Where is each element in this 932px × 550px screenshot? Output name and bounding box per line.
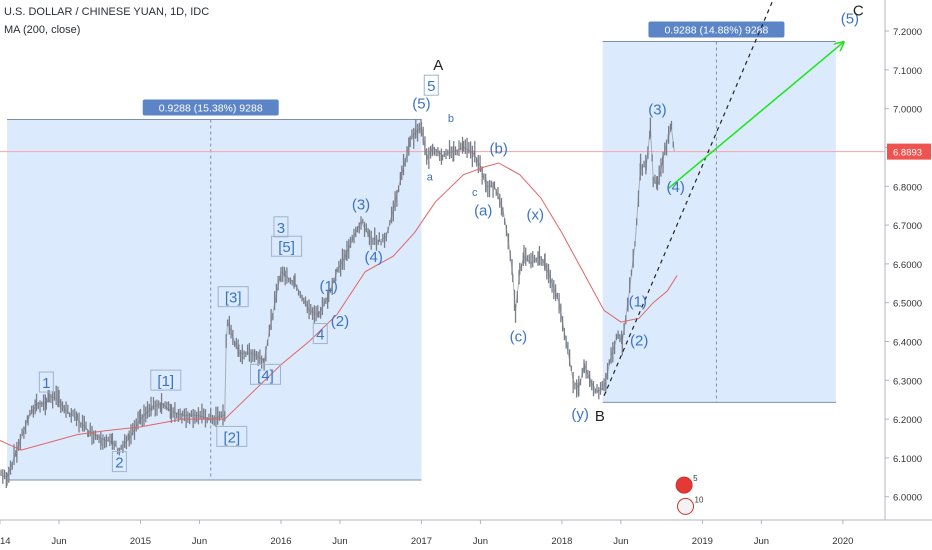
indicator-legend[interactable]: MA (200, close): [4, 24, 81, 36]
wave-label: (3): [352, 197, 370, 214]
wave-label: (5): [841, 10, 859, 27]
wave-label: (2): [630, 332, 648, 349]
x-tick-label: 2019: [692, 536, 713, 547]
event-marker-dot: [677, 497, 695, 515]
wave-label-box: [423, 74, 439, 96]
wave-label: 3: [277, 220, 285, 237]
y-tick-label: 7.0000: [893, 105, 922, 116]
x-tick-label: Jun: [473, 536, 488, 547]
wave-label: [4]: [257, 367, 274, 384]
wave-labels: 12[1][2][3][4]3[5](1)(2)4(3)(4)(5)5abc(b…: [38, 3, 864, 473]
wave-label: (y): [571, 406, 589, 423]
event-marker-count: 5: [693, 474, 698, 483]
wave-letter: B: [595, 408, 605, 425]
y-tick-label: 6.6000: [893, 260, 922, 271]
measure-label: 0.9288 (14.88%) 9288: [664, 25, 768, 37]
dashed-trendline: [603, 0, 774, 397]
wave-label: [1]: [157, 373, 174, 390]
wave-label-box: [273, 216, 289, 238]
wave-label: [2]: [223, 429, 240, 446]
wave-label: (3): [648, 101, 666, 118]
wave-label: c: [472, 187, 478, 199]
wave-label: (b): [490, 140, 508, 157]
event-marker-dot: [675, 476, 693, 494]
x-tick-label: 2017: [411, 536, 432, 547]
wave-label: (a): [474, 202, 492, 219]
x-tick-label: Jun: [613, 536, 628, 547]
y-tick-label: 6.8000: [893, 182, 922, 193]
x-tick-label: 2016: [270, 536, 291, 547]
measure-box-2: 0.9288 (14.88%) 9288: [602, 21, 836, 403]
x-tick-label: Jun: [332, 536, 347, 547]
y-tick-label: 6.4000: [893, 337, 922, 348]
event-marker-count: 10: [695, 495, 704, 504]
wave-label: (2): [331, 313, 349, 330]
measure-box-area: [602, 41, 836, 403]
y-tick-label: 7.1000: [893, 66, 922, 77]
measure-label-bg: [142, 99, 279, 116]
wave-label: (4): [364, 249, 382, 266]
wave-label: 4: [316, 327, 324, 344]
wave-label-box: [111, 451, 127, 473]
price-series-line: [0, 127, 675, 478]
wave-label-box: [250, 363, 281, 385]
event-marker-1: 5: [675, 474, 698, 494]
current-price-tag: [887, 143, 931, 160]
measure-box-area: [7, 119, 422, 481]
wave-label: (1): [320, 278, 338, 295]
x-tick-label: 2020: [832, 536, 853, 547]
y-tick-label: 6.7000: [893, 221, 922, 232]
wave-label: (5): [412, 96, 430, 113]
y-tick-label: 6.0000: [893, 493, 922, 504]
ma-200-line: [0, 162, 678, 451]
x-tick-label: 2015: [130, 536, 151, 547]
y-tick-label: 6.1000: [893, 454, 922, 465]
wave-label: (4): [667, 179, 685, 196]
wave-label: 1: [42, 375, 50, 392]
wave-label-box: [271, 235, 303, 257]
wave-letter: A: [433, 57, 443, 74]
y-tick-label: 6.3000: [893, 376, 922, 387]
projection-arrow: [668, 43, 843, 189]
wave-label: [5]: [278, 239, 295, 256]
measure-label: 0.9288 (15.38%) 9288: [159, 103, 263, 115]
x-tick-label: 2014: [0, 536, 11, 547]
wave-label-box: [217, 286, 249, 308]
measure-label-bg: [648, 21, 785, 38]
wave-label: a: [427, 171, 434, 183]
wave-label: (c): [510, 328, 528, 345]
wave-label-box: [216, 425, 248, 447]
wave-letter: C: [853, 3, 864, 20]
wave-label: [3]: [225, 290, 242, 307]
y-tick-label: 6.2000: [893, 415, 922, 426]
wave-label: b: [448, 113, 454, 125]
symbol-title[interactable]: U.S. DOLLAR / CHINESE YUAN, 1D, IDC: [4, 6, 210, 18]
y-tick-label: 7.2000: [893, 27, 922, 38]
wave-label: 5: [427, 78, 435, 95]
wave-label: (x): [526, 206, 544, 223]
event-marker-2: 10: [677, 495, 704, 515]
x-tick-label: Jun: [51, 536, 66, 547]
wave-label-box: [312, 323, 328, 345]
wave-label-box: [150, 369, 182, 391]
wave-label: (1): [629, 294, 647, 311]
wave-label-box: [38, 371, 54, 393]
y-tick-label: 6.5000: [893, 299, 922, 310]
current-price-label: 6.8893: [893, 148, 922, 159]
wave-label: 2: [115, 455, 123, 472]
x-tick-label: 2018: [551, 536, 572, 547]
x-tick-label: Jun: [192, 536, 207, 547]
x-tick-label: Jun: [754, 536, 769, 547]
